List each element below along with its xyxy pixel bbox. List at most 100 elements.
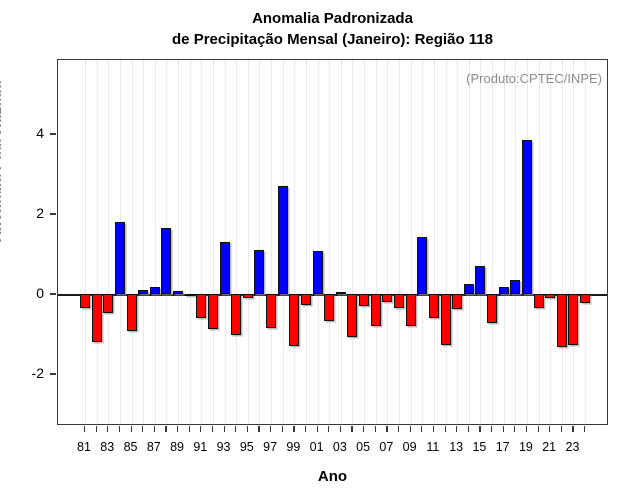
bar-01 [312,250,323,294]
x-tick-81 [84,426,86,432]
bar-18 [510,279,521,294]
x-tick-83 [107,426,109,432]
bar-04 [347,294,358,337]
x-tick-label-21: 21 [542,440,557,454]
x-tick-label-11: 11 [426,440,440,454]
x-tick-21 [549,426,551,432]
x-tick-05 [363,426,365,432]
bar-00 [300,294,311,305]
x-tick-14 [467,426,469,432]
bar-83 [103,294,114,314]
bar-98 [277,186,288,294]
bar-03 [335,292,346,295]
bar-24 [580,294,591,303]
x-tick-88 [165,426,167,432]
x-tick-00 [304,426,307,432]
y-tick-label-4: 4 [36,125,44,141]
x-tick-01 [316,426,318,432]
x-tick-label-07: 07 [379,440,394,454]
bar-07 [382,294,393,302]
x-tick-87 [153,426,155,432]
x-tick-label-05: 05 [356,440,371,454]
x-tick-label-83: 83 [100,440,115,454]
gridline-83 [108,60,110,424]
bar-85 [126,294,137,332]
gridline-11 [433,60,435,424]
bar-13 [452,294,463,310]
x-tick-17 [502,426,504,432]
gridline-97 [271,60,273,424]
bar-23 [568,294,579,346]
gridline-04 [352,60,354,424]
bar-93 [219,242,230,294]
gridline-09 [410,60,412,424]
chart-title: Anomalia Padronizada de Precipitação Men… [57,8,608,50]
x-tick-99 [293,426,295,432]
bar-86 [138,290,149,294]
x-tick-08 [398,426,400,432]
x-tick-86 [142,426,144,432]
x-tick-10 [421,426,423,432]
bar-89 [173,291,184,294]
x-tick-label-09: 09 [402,440,417,454]
x-tick-label-81: 81 [77,440,91,454]
gridline-22 [561,60,563,424]
x-tick-label-91: 91 [193,440,208,454]
gridline-00 [305,60,307,424]
gridline-20 [538,60,540,424]
bar-14 [463,284,474,294]
x-tick-03 [339,426,342,432]
x-tick-85 [130,426,132,432]
bar-88 [161,227,172,294]
y-tick--2 [50,373,56,375]
bar-82 [91,294,102,342]
gridline-82 [96,60,98,424]
bar-08 [394,294,404,309]
x-tick-90 [188,426,190,432]
x-tick-label-89: 89 [170,440,184,454]
x-tick-label-01: 01 [309,440,324,454]
gridline-92 [212,60,214,424]
x-tick-24 [584,426,586,432]
gridline-96 [259,60,261,424]
bar-11 [428,294,439,319]
x-tick-12 [444,426,446,432]
gridline-93 [224,60,226,424]
gridline-91 [201,60,203,424]
x-tick-20 [537,426,539,432]
gridline-94 [236,60,238,424]
x-tick-label-87: 87 [146,440,161,454]
gridline-85 [131,60,133,424]
x-tick-16 [491,426,493,432]
x-tick-label-03: 03 [332,440,347,454]
bar-21 [545,294,556,299]
x-tick-15 [479,426,481,432]
bar-87 [149,287,160,294]
bar-06 [370,294,381,326]
x-tick-06 [374,426,376,432]
x-tick-98 [281,426,283,432]
x-tick-89 [177,426,179,432]
bar-16 [487,294,498,324]
x-tick-label-99: 99 [286,440,301,454]
bar-99 [289,294,300,347]
x-tick-96 [258,426,260,432]
y-tick-label--2: -2 [31,365,44,381]
x-tick-09 [409,426,411,432]
bar-22 [556,294,567,347]
gridline-89 [178,60,180,424]
gridline-18 [515,60,517,424]
x-tick-11 [432,426,435,432]
gridline-81 [85,60,86,424]
gridline-24 [585,60,587,424]
bar-09 [405,294,416,326]
x-tick-19 [525,426,528,432]
x-tick-91 [200,426,202,432]
chart-title-line1: Anomalia Padronizada [252,10,413,27]
bar-81 [80,294,90,309]
x-tick-23 [572,426,574,432]
plot-area: (Produto:CPTEC/INPE) [57,59,608,425]
y-tick-label-0: 0 [36,285,44,301]
x-tick-label-13: 13 [449,440,464,454]
bar-91 [196,294,207,319]
